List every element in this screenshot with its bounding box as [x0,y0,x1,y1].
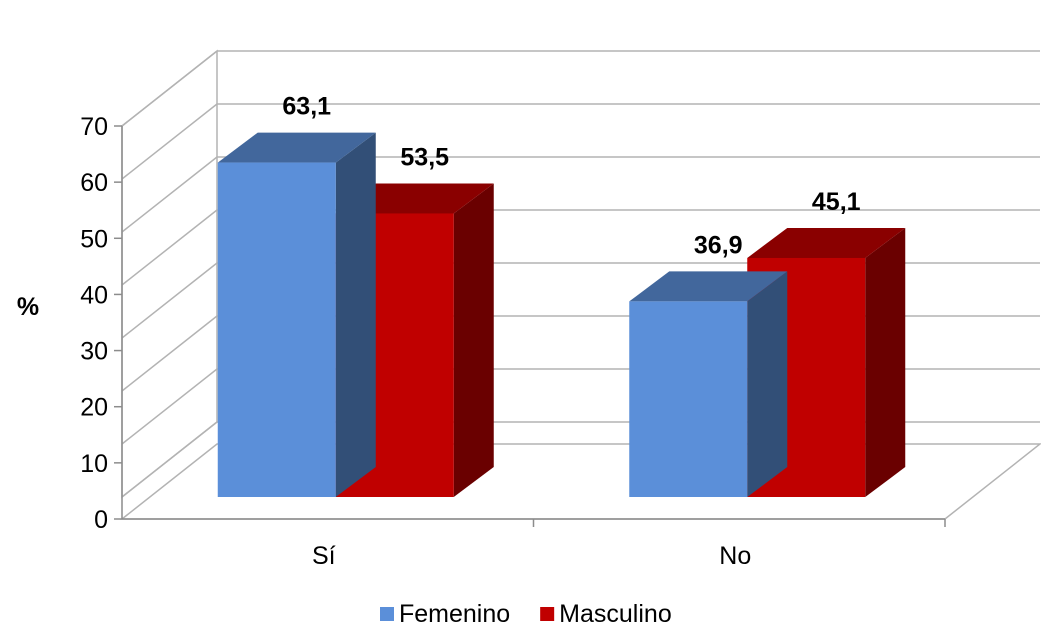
bar-front-face [629,301,748,497]
legend-label: Femenino [399,600,510,628]
gridline-side [121,209,218,286]
bar-side-face [453,183,494,497]
chart-labels: 53,5 63,1 45,1 36,9 [282,93,860,260]
bar-front-face [217,162,336,497]
legend-item: Masculino [540,600,672,628]
x-tick-label: Sí [312,542,336,570]
data-label: 36,9 [694,231,743,259]
y-tick-label: 70 [80,113,108,141]
bar [217,132,376,497]
data-label: 53,5 [400,143,449,171]
chart-axes: 0 10 20 30 40 50 60 70 Sí No [80,113,946,570]
gridline-side [121,368,218,445]
y-tick-label: 50 [80,225,108,253]
legend-label: Masculino [559,600,672,628]
y-tick-label: 10 [80,450,108,478]
x-tick-label: No [719,542,751,570]
data-label: 63,1 [282,93,331,121]
data-label: 45,1 [812,188,861,216]
bar-side-face [335,132,376,497]
gridline-side [121,103,218,180]
bar-top-face [629,271,788,302]
bar [629,271,788,497]
gridline-side [121,50,218,127]
y-tick-label: 30 [80,338,108,366]
legend: Femenino Masculino [380,600,672,628]
gridline-side [121,421,218,498]
bar-side-face [865,227,906,497]
legend-swatch [380,607,394,621]
gridline-side [121,262,218,339]
bar-top-face [747,227,906,258]
bar-top-face [217,132,376,163]
bar-side-face [747,271,788,497]
y-tick-label: 40 [80,281,108,309]
y-tick-label: 60 [80,169,108,197]
y-tick-label: 0 [94,506,108,534]
gridline-side [121,156,218,233]
y-tick-label: 20 [80,394,108,422]
chart-bars [217,132,906,497]
legend-item: Femenino [380,600,510,628]
y-axis-title: % [17,293,39,321]
gridline-side [121,315,218,392]
legend-swatch [540,607,555,621]
